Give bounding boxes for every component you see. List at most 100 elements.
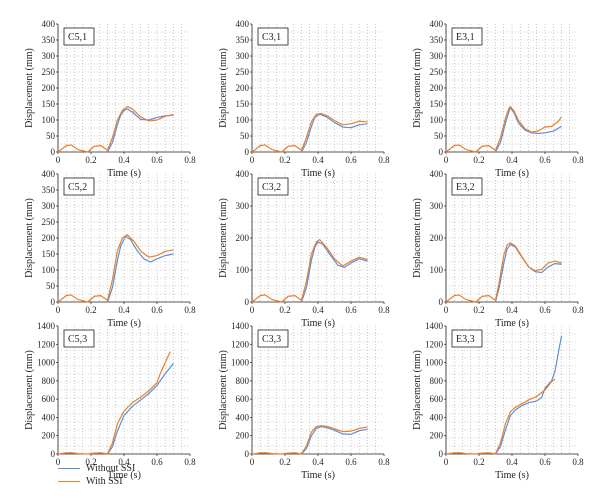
y-tick-label: 200 <box>430 431 444 441</box>
y-tick-label: 100 <box>430 115 444 125</box>
series-line-with-ssi <box>57 351 171 455</box>
y-tick-label: 1000 <box>231 358 250 368</box>
panel-label: E3,1 <box>456 32 475 43</box>
y-tick-label: 150 <box>236 99 250 109</box>
y-tick-label: 250 <box>430 67 444 77</box>
x-tick-label: 0 <box>444 305 449 315</box>
x-tick-label: 0.6 <box>345 457 357 467</box>
x-tick-label: 0.2 <box>279 457 290 467</box>
y-tick-label: 600 <box>42 394 56 404</box>
y-tick-label: 0 <box>439 147 444 157</box>
y-tick-label: 350 <box>430 35 444 45</box>
series-line-without-ssi <box>107 363 174 455</box>
y-tick-label: 300 <box>430 201 444 211</box>
y-tick-label: 400 <box>430 412 444 422</box>
y-tick-label: 0 <box>245 147 250 157</box>
x-axis-label: Time (s) <box>495 470 529 481</box>
y-tick-label: 50 <box>46 131 56 141</box>
y-tick-label: 200 <box>236 83 250 93</box>
x-axis-label: Time (s) <box>301 168 335 179</box>
y-axis-label: Displacement (mm) <box>412 198 423 278</box>
series-line-without-ssi <box>300 113 368 153</box>
x-tick-label: 0.2 <box>85 305 96 315</box>
x-tick-label: 0.2 <box>85 155 96 165</box>
y-tick-label: 600 <box>430 394 444 404</box>
x-tick-label: 0.6 <box>345 155 357 165</box>
panel-c5-2: 0 50 100 150 200 250 300 350 400 0 0.2 0.4 0.6 0.8 Tim… <box>24 169 196 329</box>
y-tick-label: 350 <box>42 185 56 195</box>
y-tick-label: 200 <box>430 83 444 93</box>
x-tick-label: 0.6 <box>539 155 551 165</box>
y-tick-label: 400 <box>236 412 250 422</box>
x-axis-label: Time (s) <box>301 470 335 481</box>
x-tick-label: 0 <box>444 155 449 165</box>
y-tick-label: 400 <box>42 19 56 29</box>
panel-e3-3: 0 200 400 600 800 1000 1200 1400 0 0.2 0.4 0.6 0.8 Ti… <box>412 321 584 481</box>
legend-swatch-without-ssi <box>58 468 80 469</box>
panel-label-box <box>63 329 95 348</box>
series-line-without-ssi <box>495 335 563 455</box>
y-tick-label: 400 <box>42 169 56 179</box>
y-tick-label: 300 <box>236 201 250 211</box>
x-tick-label: 0.4 <box>312 457 324 467</box>
y-tick-label: 150 <box>430 99 444 109</box>
y-axis-label: Displacement (mm) <box>218 350 229 430</box>
y-axis-label: Displacement (mm) <box>24 48 35 128</box>
y-axis-label: Displacement (mm) <box>24 350 35 430</box>
y-tick-label: 200 <box>42 233 56 243</box>
y-tick-label: 150 <box>42 249 56 259</box>
series-line-with-ssi <box>251 239 368 303</box>
x-tick-label: 0.8 <box>378 457 390 467</box>
panel-label-box <box>257 329 289 348</box>
x-tick-label: 0 <box>250 155 255 165</box>
panel-label-box <box>451 27 483 46</box>
x-tick-label: 0.2 <box>279 155 290 165</box>
y-tick-label: 400 <box>430 19 444 29</box>
y-tick-label: 0 <box>245 297 250 307</box>
x-tick-label: 0.4 <box>312 155 324 165</box>
y-tick-label: 400 <box>42 412 56 422</box>
series-line-without-ssi <box>301 425 368 455</box>
panel-label: C5,1 <box>68 32 87 43</box>
x-axis-label: Time (s) <box>301 318 335 329</box>
panel-label-box <box>451 329 483 348</box>
y-tick-label: 600 <box>236 394 250 404</box>
y-tick-label: 800 <box>236 376 250 386</box>
panel-label-box <box>257 177 289 196</box>
x-tick-label: 0.6 <box>345 305 357 315</box>
y-tick-label: 50 <box>434 131 444 141</box>
x-tick-label: 0.6 <box>151 305 163 315</box>
y-tick-label: 200 <box>236 233 250 243</box>
x-axis-label: Time (s) <box>495 318 529 329</box>
y-tick-label: 400 <box>236 19 250 29</box>
panel-label: E3,2 <box>456 182 475 193</box>
x-tick-label: 0.4 <box>506 457 518 467</box>
x-tick-label: 0.8 <box>572 457 584 467</box>
x-tick-label: 0.2 <box>473 305 484 315</box>
y-tick-label: 100 <box>236 115 250 125</box>
x-tick-label: 0 <box>56 155 61 165</box>
x-tick-label: 0.8 <box>184 155 196 165</box>
y-tick-label: 800 <box>430 376 444 386</box>
y-tick-label: 1400 <box>231 321 250 331</box>
y-axis-label: Displacement (mm) <box>218 198 229 278</box>
x-tick-label: 0.2 <box>473 155 484 165</box>
x-tick-label: 0.4 <box>506 155 518 165</box>
y-tick-label: 250 <box>42 67 56 77</box>
x-tick-label: 0.8 <box>378 155 390 165</box>
x-axis-label: Time (s) <box>107 168 141 179</box>
y-axis-label: Displacement (mm) <box>412 48 423 128</box>
y-tick-label: 0 <box>51 449 56 459</box>
panel-label-box <box>63 177 95 196</box>
series-line-without-ssi <box>300 241 368 303</box>
y-tick-label: 100 <box>236 265 250 275</box>
y-tick-label: 300 <box>430 51 444 61</box>
y-tick-label: 1400 <box>37 321 56 331</box>
x-axis-label: Time (s) <box>107 470 141 481</box>
y-tick-label: 200 <box>430 233 444 243</box>
x-tick-label: 0.6 <box>151 155 163 165</box>
x-axis-label: Time (s) <box>107 318 141 329</box>
y-tick-label: 1400 <box>425 321 444 331</box>
